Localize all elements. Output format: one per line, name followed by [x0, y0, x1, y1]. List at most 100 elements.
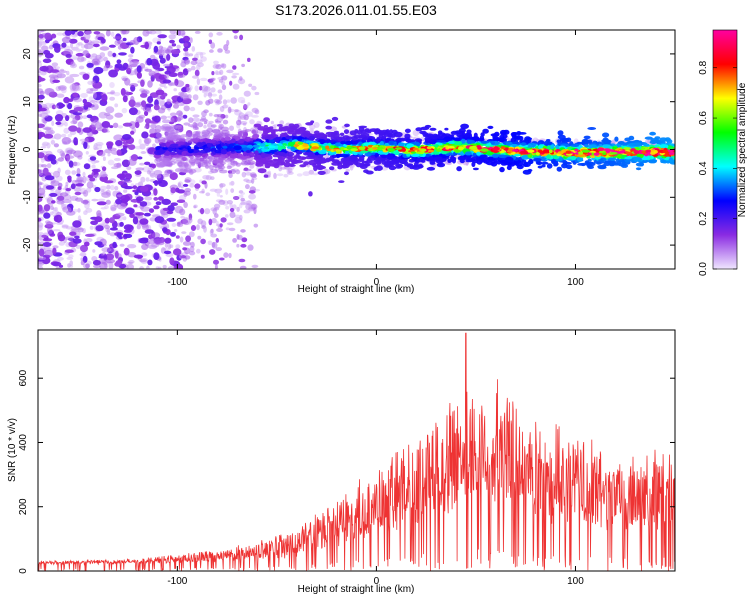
spectrogram-cell — [145, 107, 152, 113]
spectrogram-cell — [307, 151, 316, 158]
spectrogram-cell — [167, 146, 173, 152]
spectrogram-cell — [76, 173, 81, 177]
spectrogram-cell — [210, 77, 215, 82]
spectrogram-cell — [296, 173, 303, 177]
spectrogram-cell — [243, 114, 249, 121]
spectrogram-cell — [68, 254, 74, 258]
spectrogram-cell — [38, 169, 44, 176]
spectrogram-cell — [134, 102, 142, 108]
spectrogram-cell — [201, 129, 211, 135]
spectrogram-cell — [65, 188, 72, 192]
spectrogram-cell — [179, 236, 184, 243]
spectrogram-cell — [399, 137, 406, 142]
spectrogram-cell — [233, 145, 242, 151]
spectrogram-cell — [505, 141, 513, 146]
spectrogram-cell — [546, 154, 551, 159]
spectrogram-cell — [551, 160, 558, 165]
spectrogram-cell — [277, 152, 287, 156]
spectrogram-cell — [195, 155, 202, 160]
spectrogram-cell — [140, 151, 147, 154]
spectrogram-cell — [103, 64, 113, 69]
spectrogram-cell — [64, 169, 71, 175]
spectrogram-cell — [203, 160, 208, 166]
spectrogram-cell — [144, 125, 149, 129]
spectrogram-cell — [252, 133, 260, 139]
spectrogram-cell — [100, 185, 107, 191]
spectrogram-cell — [69, 231, 77, 236]
spectrogram-cell — [184, 50, 189, 57]
spectrogram-cell — [110, 204, 117, 211]
spectrogram-cell — [116, 59, 122, 64]
spectrogram-cell — [624, 137, 632, 142]
spectrogram-cell — [480, 140, 488, 144]
spectrogram-cell — [91, 164, 96, 169]
spectrogram-cell — [154, 128, 161, 134]
spectrogram-cell — [129, 83, 139, 88]
spectrogram-cell — [58, 85, 67, 91]
spectrogram-cell — [80, 251, 87, 257]
spectrogram-cell — [54, 114, 64, 122]
spectrogram-cell — [303, 161, 310, 166]
spectrogram-cell — [216, 31, 223, 36]
spectrogram-cell — [276, 173, 284, 177]
spectrogram-cell — [248, 193, 256, 200]
spectrogram-cell — [210, 42, 216, 49]
spectrogram-cell — [502, 160, 507, 164]
spectrogram-cell — [38, 30, 42, 35]
spectrogram-cell — [190, 60, 198, 66]
spectrogram-cell — [460, 123, 469, 129]
spectrogram-cell — [64, 236, 74, 241]
spectrogram-cell — [583, 135, 591, 140]
spectrogram-cell — [92, 249, 96, 253]
spectrogram-cell — [73, 106, 84, 112]
spectrogram-cell — [208, 32, 214, 38]
spectrogram-cell — [72, 117, 78, 125]
spectrogram-cell — [94, 216, 103, 223]
spectrogram-cell — [207, 240, 213, 246]
spectrogram-cell — [41, 234, 48, 238]
spectrogram-cell — [211, 217, 217, 224]
spectrogram-cell — [194, 123, 199, 127]
spectrogram-cell — [257, 121, 263, 125]
spectrogram-cell — [140, 206, 151, 212]
spectrogram-cell — [182, 241, 192, 246]
spectrogram-cell — [167, 266, 175, 269]
spectrogram-cell — [149, 172, 156, 178]
spectrogram-cell — [144, 110, 149, 116]
spectrogram-cell — [184, 188, 191, 193]
spectrogram-cell — [118, 236, 123, 240]
spectrogram-cell — [208, 218, 213, 226]
spectrogram-cell — [57, 103, 66, 108]
spectrogram-cell — [50, 159, 57, 165]
spectrogram-cell — [180, 159, 185, 165]
spectrogram-cell — [93, 264, 101, 269]
spectrogram-cell — [65, 115, 70, 122]
spectrogram-cell — [222, 99, 228, 105]
spectrogram-cell — [70, 61, 76, 67]
spectrogram-cell — [188, 124, 194, 127]
spectrogram-cell — [197, 100, 203, 106]
spectrogram-cell — [242, 122, 247, 126]
spectrogram-cell — [649, 159, 657, 163]
spectrogram-cell — [46, 163, 52, 169]
spectrogram-cell — [177, 182, 182, 188]
spectrogram-cell — [143, 137, 152, 144]
spectrogram-cell — [234, 214, 241, 218]
spectrogram-cell — [83, 163, 91, 170]
spectrogram-cell — [547, 141, 552, 146]
spectrogram-cell — [620, 142, 630, 146]
spectrogram-cell — [144, 161, 151, 166]
spectrogram-cell — [192, 133, 201, 138]
spectrogram-cell — [145, 177, 150, 182]
spectrogram-cell — [260, 152, 266, 159]
spectrogram-cell — [85, 151, 89, 155]
spectrogram-cell — [41, 143, 48, 147]
spectrogram-cell — [598, 158, 604, 162]
spectrogram-cell — [200, 207, 205, 215]
spectrogram-cell — [232, 30, 239, 34]
spectrogram-cell — [492, 134, 497, 140]
spectrogram-cell — [240, 229, 246, 233]
spectrogram-cell — [397, 142, 405, 147]
spectrogram-cell — [533, 158, 542, 162]
spectrogram-cell — [146, 57, 153, 66]
